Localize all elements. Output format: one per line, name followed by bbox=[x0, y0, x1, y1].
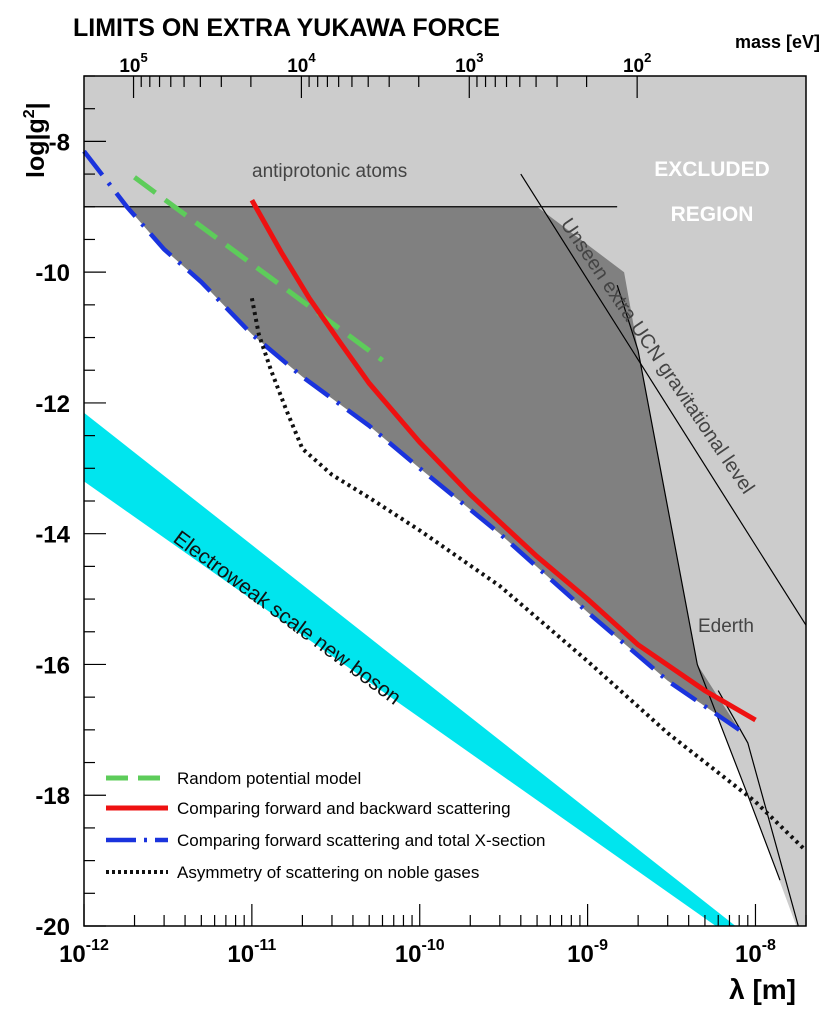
series-line-3 bbox=[82, 149, 741, 732]
y-tick-label-3: -14 bbox=[35, 522, 70, 549]
legend-label-1: Random potential model bbox=[177, 769, 361, 788]
y-axis-label-sup: 2 bbox=[21, 109, 38, 118]
label-excluded-2: REGION bbox=[671, 203, 754, 226]
ucn-secondary-boundary bbox=[717, 690, 799, 927]
x-tick-base: 10 bbox=[59, 941, 86, 968]
legend: Random potential model Comparing forward … bbox=[106, 769, 546, 882]
top-tick-exp: 4 bbox=[308, 50, 316, 65]
top-tick-label-1: 104 bbox=[287, 50, 316, 77]
label-excluded-1: EXCLUDED bbox=[654, 158, 770, 181]
x-tick-base: 10 bbox=[227, 941, 254, 968]
y-axis-label-main: log|g bbox=[22, 118, 50, 178]
ucn-boundary bbox=[520, 173, 807, 626]
y-tick-label-5: -18 bbox=[35, 783, 70, 810]
top-tick-exp: 5 bbox=[140, 50, 147, 65]
legend-label-2: Comparing forward and backward scatterin… bbox=[177, 799, 511, 818]
label-ederth: Ederth bbox=[698, 616, 754, 637]
x-tick-base: 10 bbox=[735, 941, 762, 968]
x-tick-exp: -12 bbox=[86, 937, 109, 954]
series-line-4 bbox=[249, 297, 808, 853]
series-line-2 bbox=[249, 198, 757, 723]
x-tick-label-4: 10-8 bbox=[735, 937, 776, 968]
y-tick-label-2: -12 bbox=[35, 391, 70, 418]
electroweak-band bbox=[84, 412, 736, 926]
y-axis-label-end: | bbox=[22, 102, 50, 109]
top-tick-exp: 2 bbox=[644, 50, 651, 65]
x-tick-label-0: 10-12 bbox=[59, 937, 109, 968]
y-tick-label-1: -10 bbox=[35, 260, 70, 287]
chart-title: LIMITS ON EXTRA YUKAWA FORCE bbox=[73, 14, 500, 42]
ederth-boundary bbox=[616, 285, 781, 881]
y-tick-label-4: -16 bbox=[35, 652, 70, 679]
top-tick-exp: 3 bbox=[476, 50, 483, 65]
y-tick-label-6: -20 bbox=[35, 914, 70, 941]
x-tick-base: 10 bbox=[567, 941, 594, 968]
series-line-1 bbox=[133, 175, 384, 363]
legend-label-3: Comparing forward scattering and total X… bbox=[177, 831, 546, 850]
x-axis-label: λ [m] bbox=[729, 974, 796, 1005]
y-tick-label-0: -8 bbox=[49, 129, 70, 156]
x-tick-label-3: 10-9 bbox=[567, 937, 608, 968]
top-axis-label: mass [eV] bbox=[735, 32, 820, 52]
top-tick-base: 10 bbox=[119, 56, 140, 77]
x-tick-exp: -8 bbox=[762, 937, 776, 954]
label-antiprotonic-atoms: antiprotonic atoms bbox=[252, 161, 407, 182]
top-tick-base: 10 bbox=[287, 56, 308, 77]
top-tick-label-2: 103 bbox=[455, 50, 483, 77]
x-tick-label-2: 10-10 bbox=[395, 937, 445, 968]
x-tick-exp: -11 bbox=[254, 937, 276, 954]
x-tick-exp: -10 bbox=[422, 937, 445, 954]
x-tick-exp: -9 bbox=[594, 937, 608, 954]
x-tick-label-1: 10-11 bbox=[227, 937, 276, 968]
top-tick-label-0: 105 bbox=[119, 50, 147, 77]
y-axis-label: log|g2| bbox=[21, 102, 50, 178]
legend-label-4: Asymmetry of scattering on noble gases bbox=[177, 863, 479, 882]
top-tick-label-3: 102 bbox=[623, 50, 651, 77]
x-tick-base: 10 bbox=[395, 941, 422, 968]
series-layer bbox=[82, 149, 808, 927]
top-tick-base: 10 bbox=[455, 56, 476, 77]
top-tick-base: 10 bbox=[623, 56, 644, 77]
